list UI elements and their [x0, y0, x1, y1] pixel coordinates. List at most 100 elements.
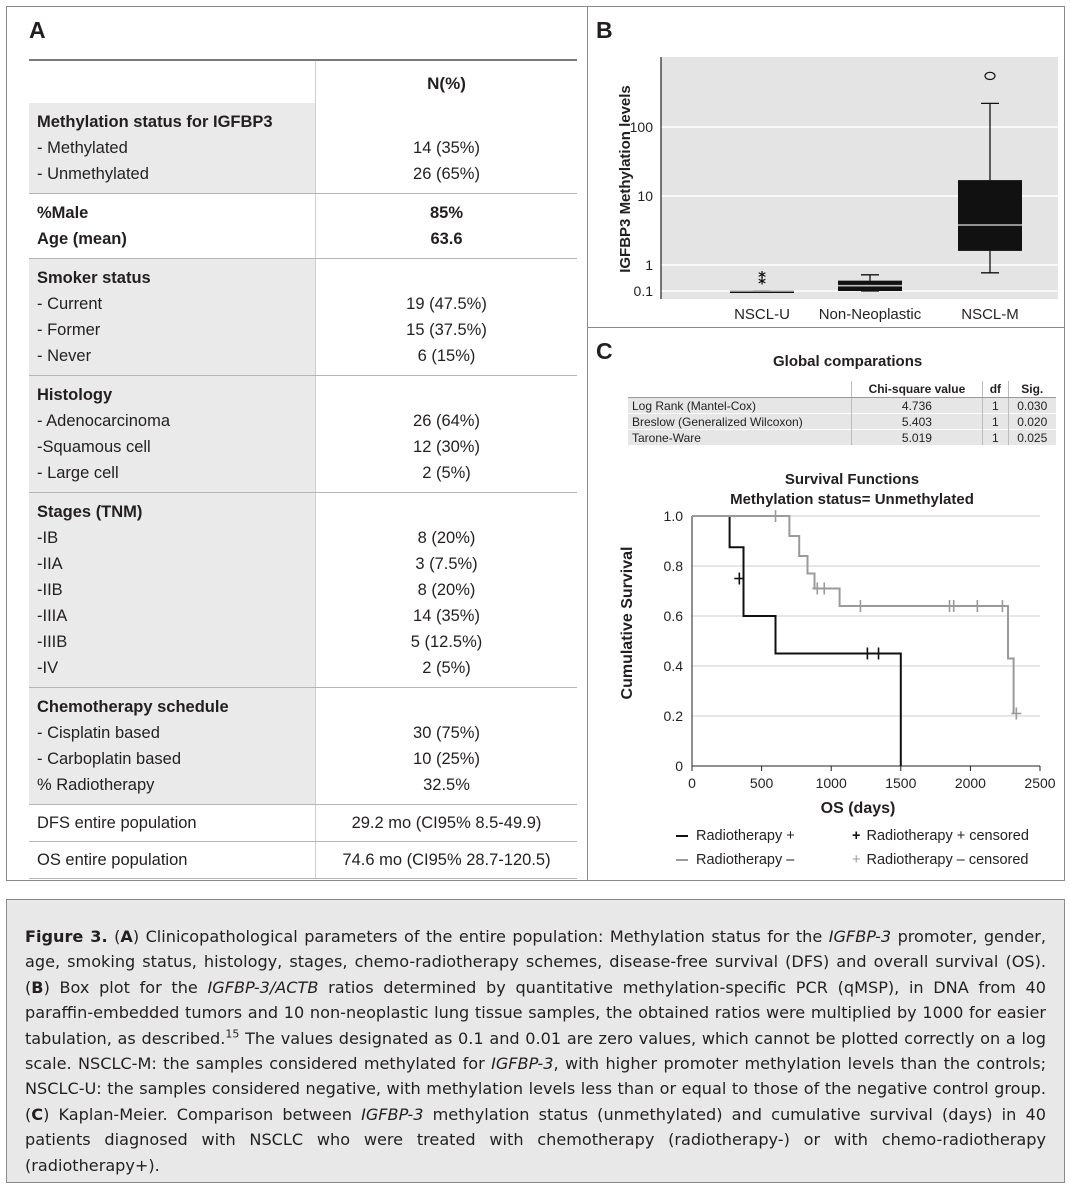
chi-square-value: 5.019 [850, 429, 983, 445]
y-tick-label: 0.6 [664, 608, 684, 624]
row-value: 12 (30%) [315, 434, 577, 460]
km-y-axis-label: Cumulative Survival [619, 547, 636, 700]
row-value: 5 (12.5%) [315, 629, 577, 655]
y-tick-label: 0 [675, 758, 683, 774]
df-value: 1 [982, 429, 1008, 445]
test-name: Tarone-Ware [628, 429, 852, 445]
row-value: 8 (20%) [315, 577, 577, 603]
figure-3: A N(%) Methylation status for IGFBP3 - Me… [6, 6, 1065, 881]
plus-icon: + [852, 852, 861, 868]
row-label: - Carboplatin based [37, 750, 182, 768]
section-title: Histology [37, 386, 113, 404]
outlier-star: * [758, 268, 766, 286]
row-value: 3 (7.5%) [315, 551, 577, 577]
row-label: % Radiotherapy [37, 776, 155, 794]
row-label: - Cisplatin based [37, 724, 160, 742]
table-row: Tarone-Ware 5.019 1 0.025 [628, 429, 1056, 445]
section-title: Methylation status for IGFBP3 [37, 113, 273, 131]
table-row: -IB 8 (20%) [29, 525, 577, 551]
panel-a: A N(%) Methylation status for IGFBP3 - Me… [7, 7, 588, 880]
table-row: Breslow (Generalized Wilcoxon) 5.403 1 0.02… [628, 413, 1056, 430]
table-sections: Methylation status for IGFBP3 - Methylate… [29, 103, 577, 804]
column-header-n-percent: N(%) [315, 61, 577, 103]
box-non-neoplastic [838, 274, 902, 292]
chi-square-value: 5.403 [850, 413, 983, 430]
row-label: -IV [37, 659, 59, 677]
km-title: Survival Functions [785, 471, 919, 488]
row-value: 26 (65%) [315, 161, 577, 187]
row-value: 6 (15%) [315, 343, 577, 369]
plus-icon: + [852, 828, 861, 844]
table-row: - Adenocarcinoma 26 (64%) [29, 408, 577, 434]
global-comparisons-table: Chi-square value df Sig. Log Rank (Mante… [628, 381, 1056, 445]
x-tick-label: 1500 [885, 775, 916, 791]
table-row: OS entire population 74.6 mo (CI95% 28.7-… [29, 842, 577, 878]
row-value: 85% [315, 200, 577, 226]
legend-line-gray [676, 859, 688, 862]
legend-label: Radiotherapy – censored [866, 852, 1029, 868]
y-tick-label: 1 [645, 257, 653, 273]
y-tick-label: 10 [637, 188, 653, 204]
df-value: 1 [982, 413, 1008, 430]
panel-c-label: C [596, 338, 613, 364]
row-label: - Current [37, 295, 103, 313]
panel-b: B IGFBP3 Methylation levels 0.1 1 10 100 * * N… [588, 7, 1064, 328]
y-tick-label: 100 [630, 119, 654, 135]
col-header-sig: Sig. [1007, 381, 1056, 398]
legend-rt-minus: Radiotherapy – [676, 852, 794, 868]
km-subtitle: Methylation status= Unmethylated [730, 491, 974, 508]
plot-background [661, 57, 1058, 299]
table-row: -IIB 8 (20%) [29, 577, 577, 603]
section-title-row: Stages (TNM) [29, 499, 577, 525]
table-header-row: Chi-square value df Sig. [628, 381, 1056, 398]
legend-rt-minus-censored: + Radiotherapy – censored [852, 852, 1029, 868]
y-tick-label: 0.2 [664, 708, 684, 724]
table-row: Age (mean) 63.6 [29, 226, 577, 252]
panel-b-label: B [596, 17, 613, 43]
y-tick-label: 0.4 [664, 658, 684, 674]
legend-line-black [676, 835, 688, 838]
section-title-row: Smoker status [29, 265, 577, 291]
table-row: - Cisplatin based 30 (75%) [29, 720, 577, 746]
row-label: - Adenocarcinoma [37, 412, 170, 430]
x-tick-label: 1000 [816, 775, 847, 791]
sig-value: 0.020 [1007, 413, 1056, 430]
chi-square-value: 4.736 [850, 397, 983, 414]
section-title-row: Methylation status for IGFBP3 [29, 109, 577, 135]
row-label: -IIIB [37, 633, 68, 651]
table-row: - Large cell 2 (5%) [29, 460, 577, 486]
table-row: -Squamous cell 12 (30%) [29, 434, 577, 460]
x-tick-label: 500 [750, 775, 774, 791]
row-label: -IIB [37, 581, 63, 599]
sig-value: 0.025 [1007, 429, 1056, 445]
table-row: - Current 19 (47.5%) [29, 291, 577, 317]
row-value: 14 (35%) [315, 135, 577, 161]
row-value: 10 (25%) [315, 746, 577, 772]
row-label: %Male [37, 204, 89, 222]
row-value: 14 (35%) [315, 603, 577, 629]
row-label: - Former [37, 321, 101, 339]
row-label: - Unmethylated [37, 165, 149, 183]
table-row: - Methylated 14 (35%) [29, 135, 577, 161]
row-value: 29.2 mo (CI95% 8.5-49.9) [315, 805, 577, 841]
row-label: - Methylated [37, 139, 128, 157]
global-comparisons-title: Global comparations [773, 353, 923, 370]
table-row: -IV 2 (5%) [29, 655, 577, 681]
row-label: -Squamous cell [37, 438, 151, 456]
row-value: 2 (5%) [315, 460, 577, 486]
table-row: -IIIB 5 (12.5%) [29, 629, 577, 655]
table-top-rule [29, 59, 577, 61]
row-label: -IIA [37, 555, 63, 573]
outlier-star: * [758, 275, 766, 293]
x-tick-label: 2500 [1024, 775, 1055, 791]
test-name: Breslow (Generalized Wilcoxon) [628, 413, 852, 430]
table-row: %Male 85% [29, 200, 577, 226]
x-tick-label: Non-Neoplastic [819, 306, 922, 323]
sig-value: 0.030 [1007, 397, 1056, 414]
box-plot: IGFBP3 Methylation levels 0.1 1 10 100 ** NSC… [617, 57, 1058, 323]
kaplan-meier-plot: Survival Functions Methylation status= U… [619, 471, 1056, 817]
row-label: - Large cell [37, 464, 119, 482]
km-series-radiotherapy-plus [692, 515, 902, 766]
x-tick-label: 2000 [955, 775, 986, 791]
table-row: -IIA 3 (7.5%) [29, 551, 577, 577]
